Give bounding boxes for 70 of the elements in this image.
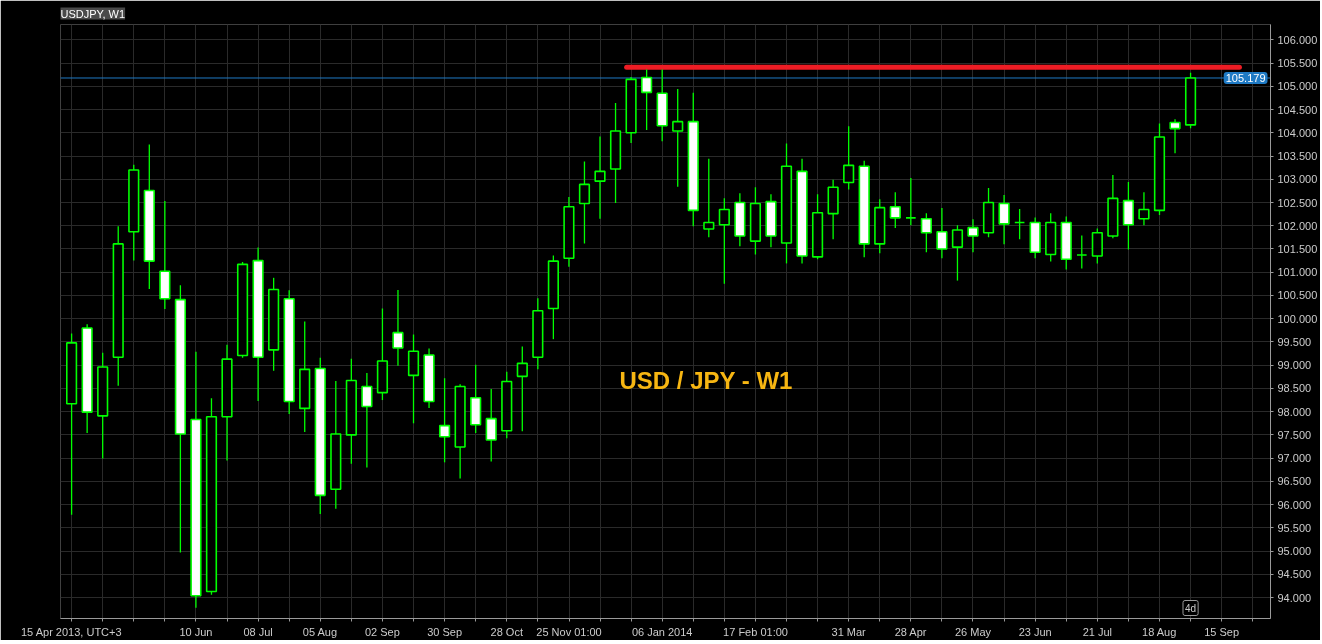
y-tick-label: 98.000 (1277, 405, 1312, 418)
candlestick (1014, 208, 1026, 240)
candlestick (438, 377, 451, 463)
x-tick-label: 28 Apr (894, 625, 927, 638)
candlestick (936, 207, 948, 259)
candlestick (1091, 227, 1103, 265)
y-tick-label: 104.500 (1277, 103, 1318, 116)
y-tick-label: 101.500 (1277, 242, 1318, 255)
y-tick-label: 99.500 (1277, 335, 1312, 348)
candlestick (951, 224, 964, 282)
chart-title: USDJPY, W1 (60, 7, 126, 20)
y-tick-label: 105.000 (1277, 80, 1318, 93)
x-tick-label: 21 Jul (1082, 625, 1113, 638)
candlestick (967, 218, 979, 253)
y-tick-label: 98.500 (1277, 382, 1312, 395)
y-tick-label: 97.000 (1277, 452, 1312, 465)
candlestick (672, 88, 684, 188)
candlestick (703, 158, 715, 239)
y-tick-label: 102.500 (1277, 196, 1318, 209)
y-tick-label: 100.000 (1277, 312, 1318, 325)
candlestick (361, 372, 373, 469)
x-tick-label: 31 Mar (831, 625, 867, 638)
y-tick-label: 105.500 (1277, 57, 1318, 70)
candlestick (392, 289, 404, 367)
y-tick-label: 102.000 (1277, 219, 1318, 232)
candlestick (578, 160, 591, 245)
x-tick-label: 02 Sep (364, 625, 400, 638)
x-tick-label: 10 Jun (179, 625, 213, 638)
candlestick (641, 68, 653, 131)
candlestick (718, 197, 730, 285)
candlestick (594, 135, 606, 220)
x-tick-label: 17 Feb 01:00 (723, 625, 788, 638)
x-tick-label: 05 Aug (302, 625, 338, 638)
candlestick (516, 345, 528, 432)
x-tick-label: 23 Jun (1018, 625, 1052, 638)
candlestick (889, 191, 901, 229)
y-tick-label: 103.000 (1277, 173, 1318, 186)
x-tick-label: 25 Nov 01:00 (536, 625, 602, 638)
y-tick-label: 94.000 (1277, 591, 1312, 604)
candlestick (485, 388, 497, 463)
y-tick-label: 96.500 (1277, 475, 1312, 488)
y-tick-label: 96.000 (1277, 498, 1312, 511)
y-tick-label: 95.500 (1277, 521, 1312, 534)
x-tick-label: 26 May (954, 625, 992, 638)
candlestick (1076, 234, 1088, 270)
y-tick-label: 99.000 (1277, 359, 1312, 372)
y-tick-label: 100.500 (1277, 289, 1318, 302)
y-tick-label: 97.500 (1277, 428, 1312, 441)
x-tick-label: 18 Aug (1142, 625, 1177, 638)
ref-line-label: 105.179 (1225, 72, 1266, 84)
x-tick-label: 15 Apr 2013, UTC+3 (21, 625, 122, 638)
candlestick (905, 177, 917, 226)
y-tick-label: 101.000 (1277, 266, 1318, 279)
candlestick (1138, 191, 1150, 226)
candlestick (1169, 118, 1181, 154)
x-tick-label: 08 Jul (243, 625, 273, 638)
x-tick-label: 28 Oct (490, 625, 523, 638)
candlestick (998, 194, 1010, 245)
y-tick-label: 106.000 (1277, 33, 1318, 46)
y-tick-label: 103.500 (1277, 150, 1318, 163)
y-tick-label: 104.000 (1277, 126, 1318, 139)
annotation: USD / JPY - W1 (619, 367, 793, 395)
x-tick-label: 06 Jan 2014 (631, 625, 693, 638)
candlestick (920, 212, 932, 253)
x-tick-label: 30 Sep (427, 625, 463, 638)
candlestick (843, 125, 855, 191)
y-tick-label: 94.500 (1277, 568, 1312, 581)
annotation: 4d (1185, 602, 1197, 614)
y-tick-label: 95.000 (1277, 545, 1312, 558)
x-tick-label: 15 Sep (1204, 625, 1240, 638)
